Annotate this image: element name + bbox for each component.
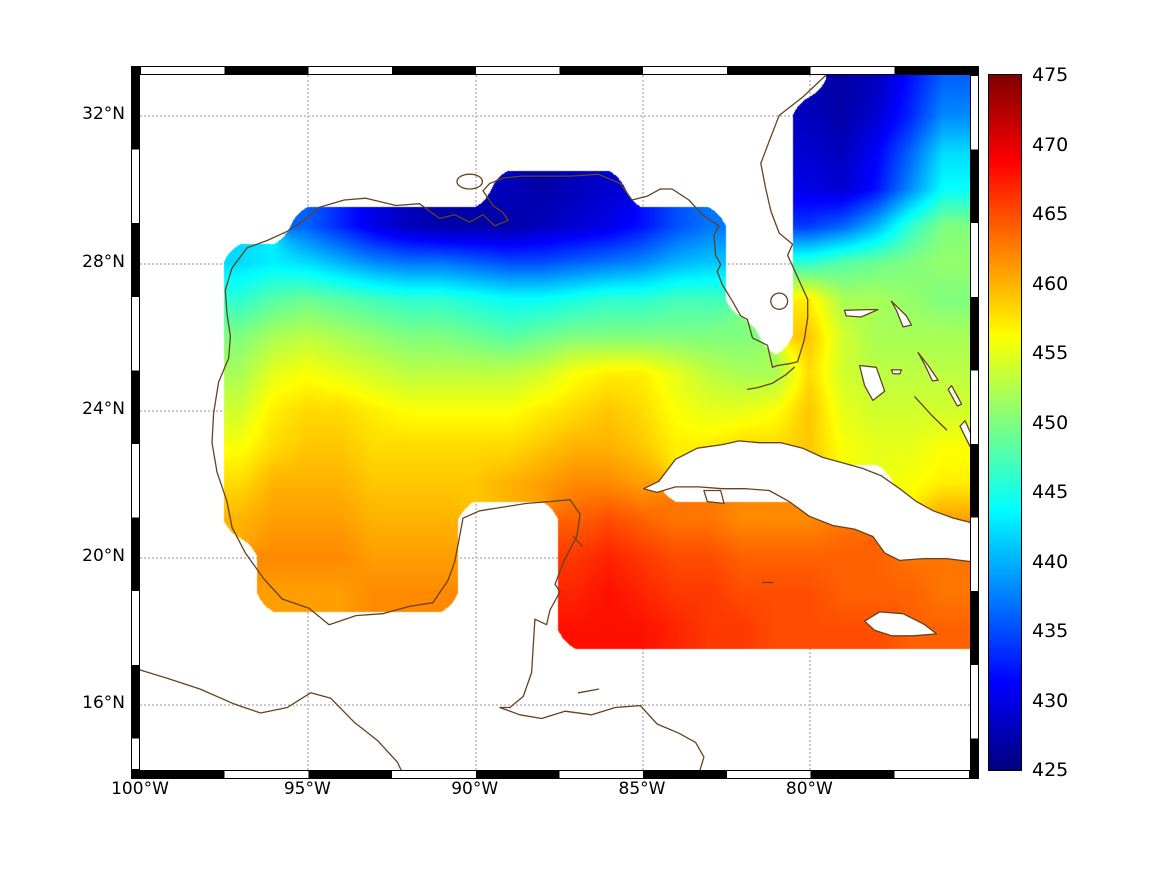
roatan (577, 688, 600, 694)
colorbar-tick-label: 455 (1032, 342, 1069, 364)
colorbar-canvas (989, 75, 1021, 770)
x-tick-label: 85°W (618, 779, 666, 799)
jamaica (863, 611, 938, 637)
lake-pontchartrain (456, 173, 484, 190)
colorbar-tick-label: 470 (1032, 133, 1069, 156)
y-tick-label: 32°N (82, 104, 125, 125)
y-tick-label: 28°N (82, 251, 125, 272)
colorbar (988, 74, 1022, 771)
mainland-coast (211, 75, 827, 770)
long-island-bahamas (959, 420, 970, 448)
x-tick-label: 80°W (785, 779, 833, 799)
colorbar-tick-label: 440 (1032, 550, 1069, 573)
map-plot (140, 75, 970, 770)
grand-bahama (843, 308, 879, 318)
coastline-layer (140, 75, 970, 770)
frame-corner-top-left (131, 66, 140, 75)
exuma-chain (914, 396, 948, 431)
lake-okeechobee (770, 292, 789, 310)
x-tick-label: 90°W (451, 779, 499, 799)
abaco (890, 300, 913, 328)
heatmap-canvas (140, 75, 970, 770)
colorbar-tick-label: 425 (1032, 759, 1069, 781)
frame-corner-bottom-left (131, 770, 140, 779)
frame-top (140, 66, 970, 75)
eleuthera (917, 351, 939, 382)
colorbar-tick-label: 450 (1032, 411, 1069, 434)
colorbar-tick-label: 460 (1032, 272, 1069, 295)
frame-bottom (140, 770, 970, 779)
colorbar-tick-label: 445 (1032, 481, 1069, 503)
frame-left (131, 75, 140, 770)
x-tick-label: 95°W (283, 779, 331, 799)
colorbar-tick-label: 465 (1032, 203, 1069, 225)
colorbar-tick-label: 435 (1032, 620, 1069, 642)
new-providence (890, 369, 903, 375)
florida-keys (746, 366, 795, 391)
frame-corner-top-right (970, 66, 979, 75)
colorbar-tick-label: 430 (1032, 689, 1069, 712)
pacific-coast (140, 669, 402, 770)
cuba (643, 440, 970, 563)
frame-right (970, 75, 979, 770)
frame-corner-bottom-right (970, 770, 979, 779)
cozumel (572, 535, 584, 548)
y-tick-label: 24°N (82, 398, 125, 419)
x-tick-label: 100°W (111, 779, 169, 799)
y-tick-label: 20°N (82, 545, 125, 566)
andros (858, 364, 886, 402)
colorbar-tick-label: 475 (1032, 64, 1069, 86)
y-tick-label: 16°N (82, 692, 125, 713)
cat-island (947, 385, 963, 407)
isle-of-youth (703, 489, 725, 505)
